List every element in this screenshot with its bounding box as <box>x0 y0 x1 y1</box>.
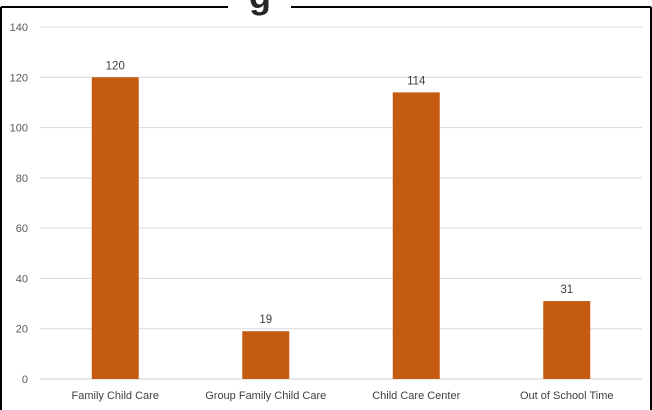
data-label: 31 <box>560 284 573 296</box>
category-label: Group Family Child Care <box>205 390 326 402</box>
data-labels: 120 19 114 31 <box>106 60 573 326</box>
bar <box>91 77 139 380</box>
data-label: 114 <box>407 75 426 87</box>
y-tick-label: 100 <box>10 123 28 135</box>
y-tick-label: 20 <box>16 324 28 336</box>
x-axis-category-labels: Family Child Care Group Family Child Care… <box>72 390 614 402</box>
bar <box>392 92 440 379</box>
y-tick-label: 40 <box>16 273 28 285</box>
y-axis-tick-labels: 0 20 40 60 80 100 120 140 <box>10 22 28 386</box>
y-tick-label: 80 <box>16 173 28 185</box>
y-tick-label: 120 <box>10 72 28 84</box>
y-tick-label: 60 <box>16 223 28 235</box>
bar <box>242 331 290 379</box>
gridlines <box>40 26 642 380</box>
chart-title-fragment: g <box>249 0 271 16</box>
y-tick-label: 140 <box>10 22 28 34</box>
data-label: 120 <box>106 60 125 72</box>
data-label: 19 <box>259 314 272 326</box>
category-label: Out of School Time <box>520 390 614 402</box>
category-label: Child Care Center <box>372 390 460 402</box>
bar <box>543 301 591 379</box>
category-label: Family Child Care <box>72 390 159 402</box>
bars <box>91 77 591 380</box>
y-tick-label: 0 <box>22 374 28 386</box>
